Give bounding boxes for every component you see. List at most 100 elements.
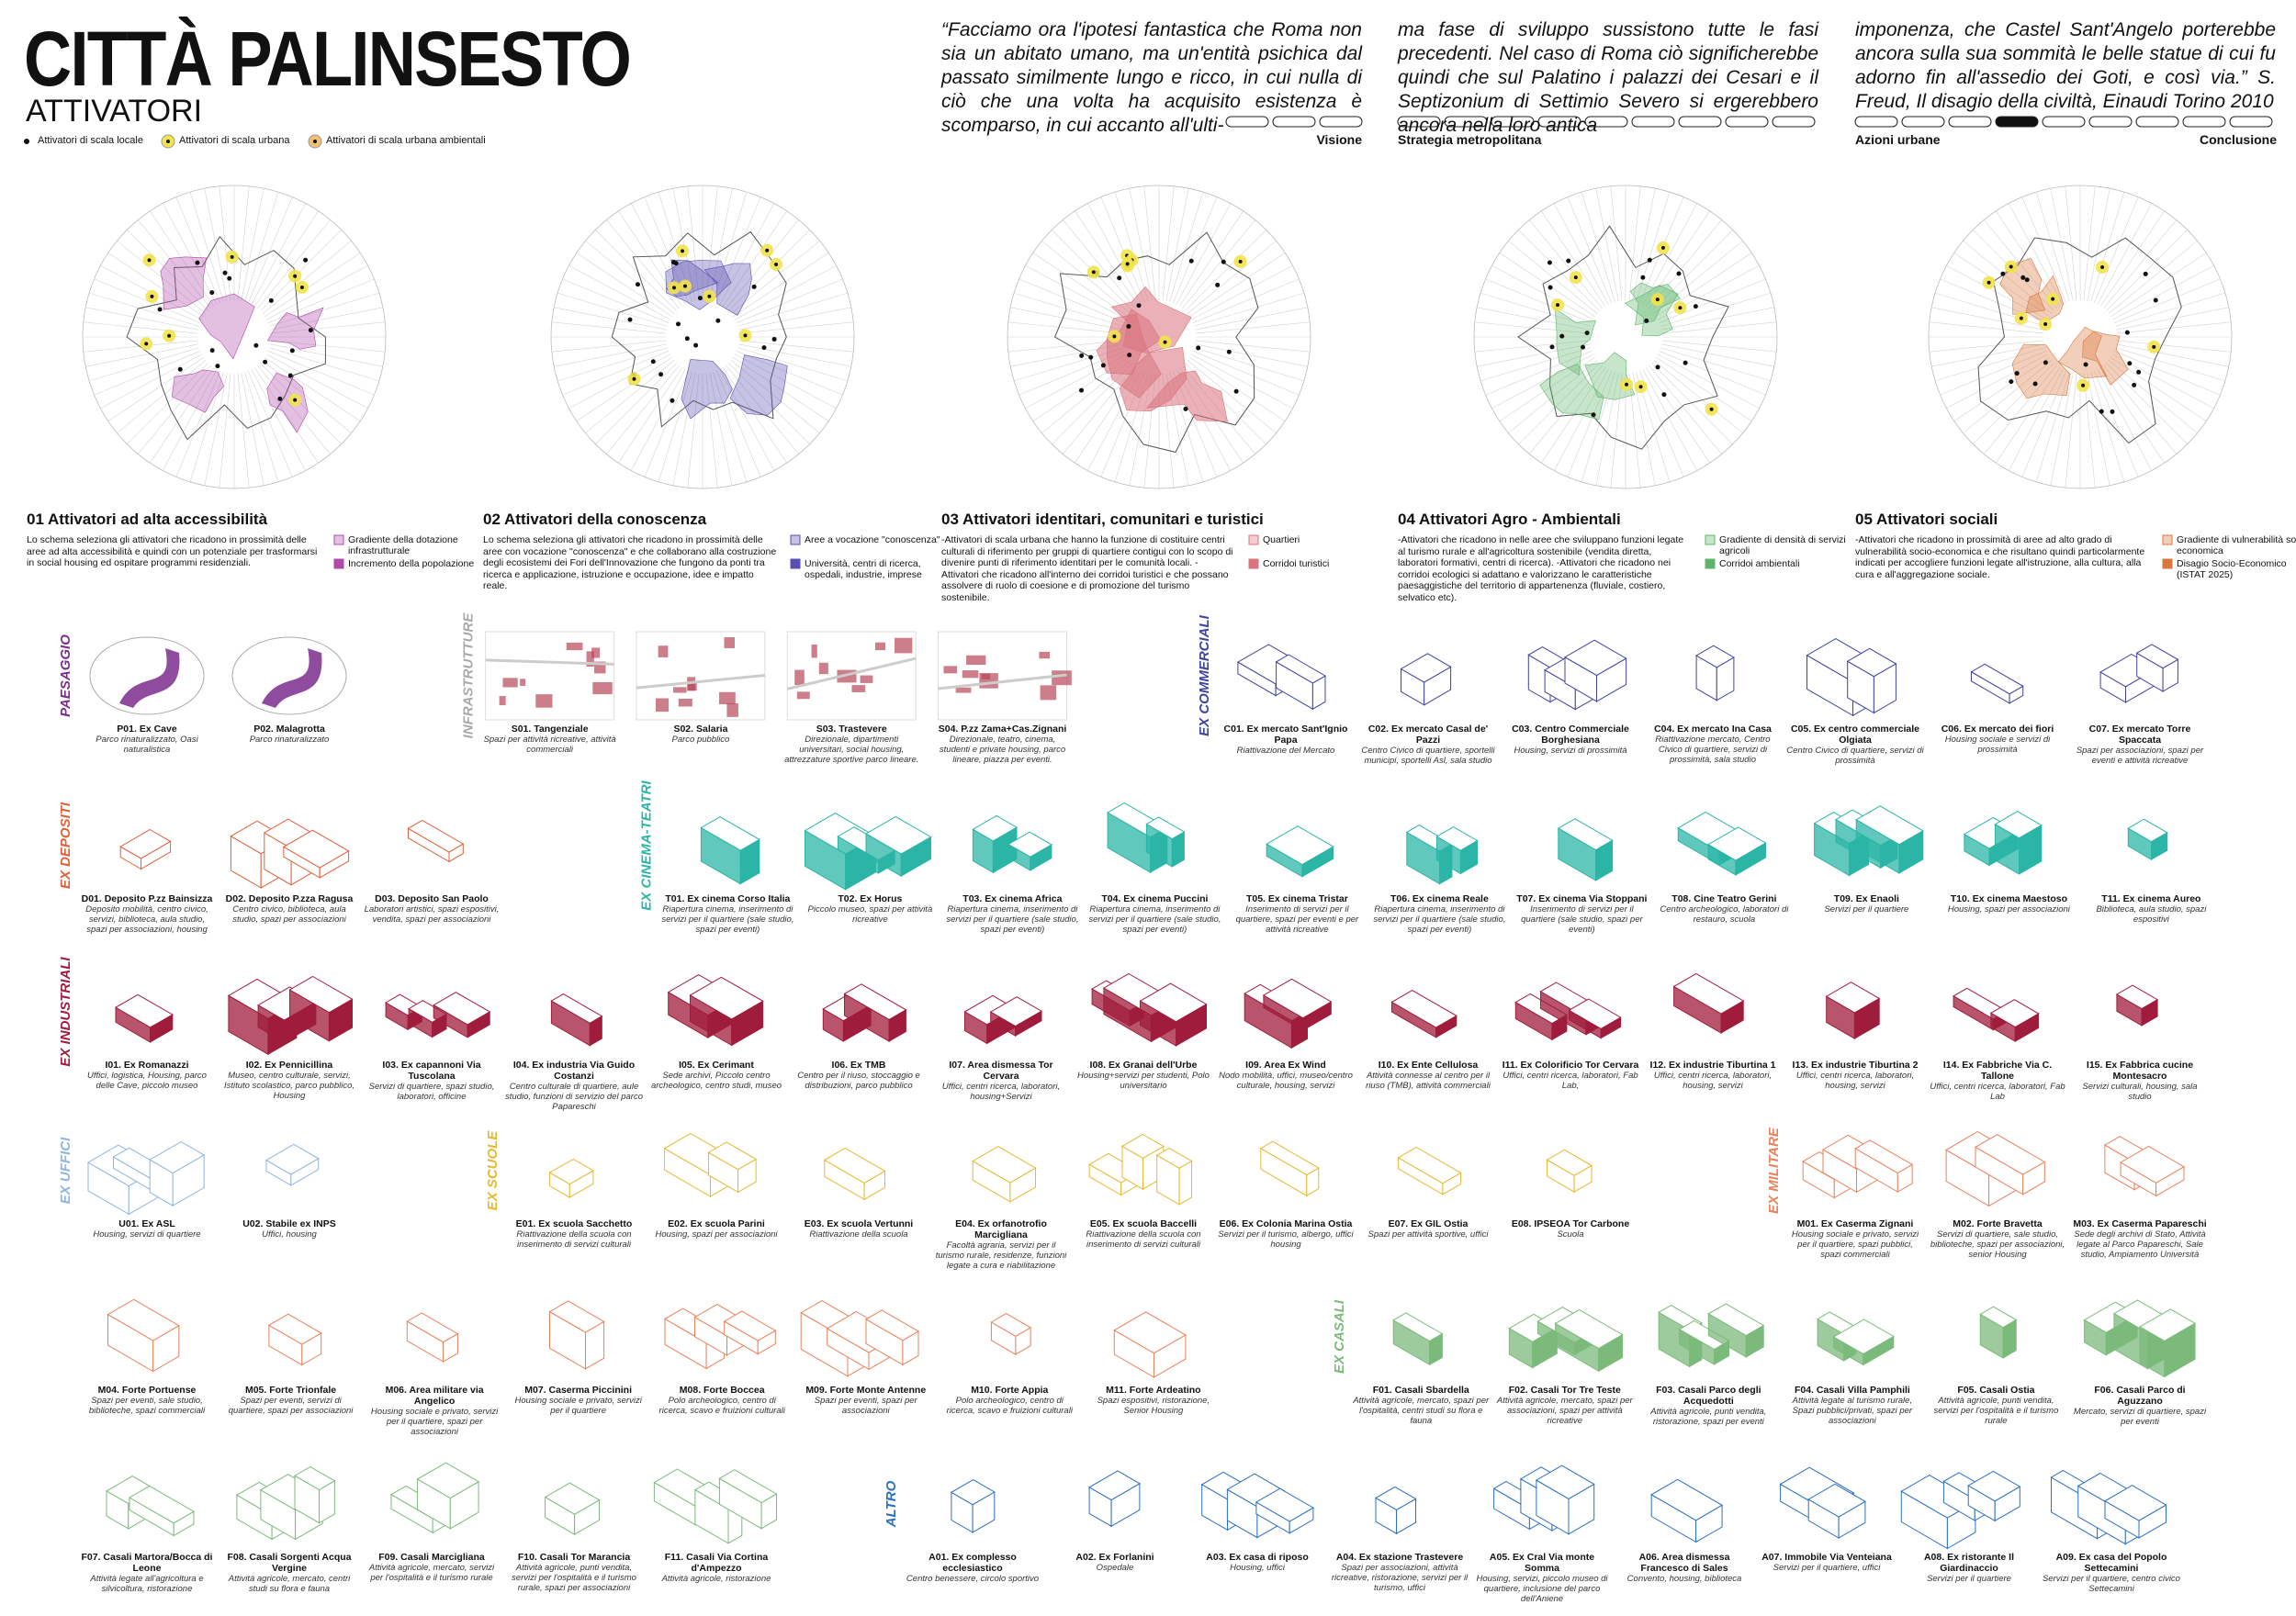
ray — [1480, 347, 1591, 382]
urban-activator-dot — [230, 254, 234, 259]
ray — [644, 370, 689, 477]
item-desc: Ospedale — [1096, 1563, 1134, 1573]
ray — [1477, 343, 1590, 367]
legend-label: Attivatori di scala urbana ambientali — [326, 135, 486, 146]
local-activator — [1549, 344, 1555, 350]
ray — [1661, 340, 1777, 353]
building-roof — [433, 992, 491, 1026]
urban-activator-dot — [147, 258, 152, 263]
map-block — [535, 694, 553, 708]
category-label: EX SCUOLE — [485, 1130, 501, 1211]
item-name: A07. Immobile Via Venteiana — [1761, 1552, 1892, 1563]
building-drawing — [1397, 1146, 1462, 1195]
item-desc: Facoltà agraria, servizi per il turismo … — [935, 1240, 1067, 1271]
item-name: M10. Forte Appia — [971, 1385, 1049, 1396]
ray — [672, 373, 696, 486]
panel-title: 03 Attivatori identitari, comunitari e t… — [941, 511, 1264, 528]
building-roof — [1374, 1486, 1417, 1510]
item-desc: Riapertura cinema, inserimento di serviz… — [946, 904, 1079, 935]
local-activator — [1640, 275, 1646, 280]
item-name: A02. Ex Forlanini — [1075, 1552, 1154, 1563]
nav-label: Azioni urbane — [1855, 132, 1941, 147]
ray — [2099, 210, 2165, 307]
urban-activator-dot — [774, 262, 779, 266]
ray — [204, 373, 228, 486]
ray — [1645, 367, 1710, 464]
item-name: I09. Area Ex Wind — [1245, 1060, 1326, 1071]
building-drawing — [1672, 972, 1745, 1034]
item-name: S04. P.zz Zama+Cas.Zignani — [938, 724, 1067, 735]
local-activator — [2127, 361, 2133, 366]
building-drawing — [1557, 818, 1614, 881]
building-roof — [1255, 1487, 1314, 1522]
item-desc: Riapertura cinema, inserimento di serviz… — [1088, 904, 1221, 935]
item-desc: Servizi per il quartiere — [1927, 1574, 2011, 1584]
category-label: ALTRO — [884, 1480, 899, 1528]
item-desc: Riattivazione della scuola con inserimen… — [516, 1229, 632, 1250]
item-name: E02. Ex scuola Parini — [668, 1218, 765, 1229]
item-name: I08. Ex Granai dell'Urbe — [1089, 1060, 1198, 1071]
ray — [562, 351, 670, 396]
ray — [270, 343, 383, 367]
item-name: M09. Forte Monte Antenne — [805, 1385, 927, 1396]
item-name: F06. Casali Parco di Aguzzano — [2094, 1385, 2186, 1408]
building-drawing — [119, 828, 172, 870]
ray — [730, 360, 820, 433]
ray — [2097, 203, 2153, 305]
building-drawing — [1244, 978, 1333, 1049]
item-name: S03. Trastevere — [816, 724, 887, 735]
map-block — [796, 691, 810, 700]
item-name: M11. Forte Ardeatino — [1106, 1385, 1201, 1396]
quote-text: imponenza, che Castel Sant'Angelo porter… — [1855, 19, 2276, 113]
map-block — [499, 696, 506, 706]
nav-pill — [1725, 116, 1769, 128]
ray — [248, 370, 293, 477]
local-activator — [1676, 271, 1682, 276]
item-name: M08. Forte Boccea — [679, 1385, 765, 1396]
ray — [237, 185, 250, 301]
item-name: A08. Ex ristorante Il Giardinaccio — [1923, 1552, 2015, 1575]
ray — [2108, 241, 2198, 314]
nav-pill — [1948, 116, 1992, 128]
ray — [85, 307, 198, 331]
ray — [557, 347, 668, 382]
urban-activator-dot — [1678, 306, 1683, 310]
item-name: E04. Ex orfanotrofio Marcigliana — [955, 1218, 1047, 1241]
building-roof — [1979, 1306, 2018, 1329]
ray — [1610, 185, 1623, 301]
item-desc: Spazi espositivi, ristorazione, Senior H… — [1097, 1396, 1210, 1416]
item-name: I12. Ex industrie Tiburtina 1 — [1649, 1060, 1776, 1071]
local-activator — [751, 284, 757, 289]
item-name: D03. Deposito San Paolo — [375, 893, 489, 904]
ray — [1651, 363, 1733, 444]
ray — [1953, 356, 2050, 421]
ray — [1508, 241, 1598, 314]
item-desc: Centro benessere, circolo sportivo — [906, 1574, 1040, 1584]
urban-activator-dot — [1555, 303, 1559, 308]
ray — [595, 230, 677, 311]
ray — [1610, 373, 1623, 488]
panel-text: -Attivatori che ricadono in prossimità d… — [1855, 534, 2145, 580]
building-drawing — [2083, 1299, 2196, 1378]
nav-label: Conclusione — [2199, 132, 2277, 147]
building-roof — [865, 815, 932, 855]
ray — [253, 367, 319, 464]
panel-legend-swatch — [333, 558, 344, 569]
local-activator — [1661, 392, 1667, 398]
ray — [1984, 219, 2057, 309]
building-roof — [1259, 1140, 1320, 1176]
local-activator — [2153, 297, 2158, 303]
building-roof — [1088, 1470, 1141, 1501]
local-activator — [1559, 333, 1565, 339]
item-name: D02. Deposito P.zza Ragusa — [225, 893, 354, 904]
ray — [89, 347, 199, 382]
ray — [1567, 196, 1612, 304]
building-drawing — [2127, 818, 2168, 860]
building-roof — [1568, 998, 1622, 1029]
item-desc: Housing sociale e privato, servizi per i… — [514, 1396, 642, 1416]
item-desc: Uffici, centri ricerca, laboratori, Fab … — [1930, 1082, 2065, 1102]
building-roof — [265, 1143, 320, 1175]
category-label: EX INDUSTRIALI — [58, 957, 73, 1067]
local-activator — [693, 342, 699, 348]
item-desc: Housing sociale e servizi di prossimità — [1944, 735, 2051, 755]
